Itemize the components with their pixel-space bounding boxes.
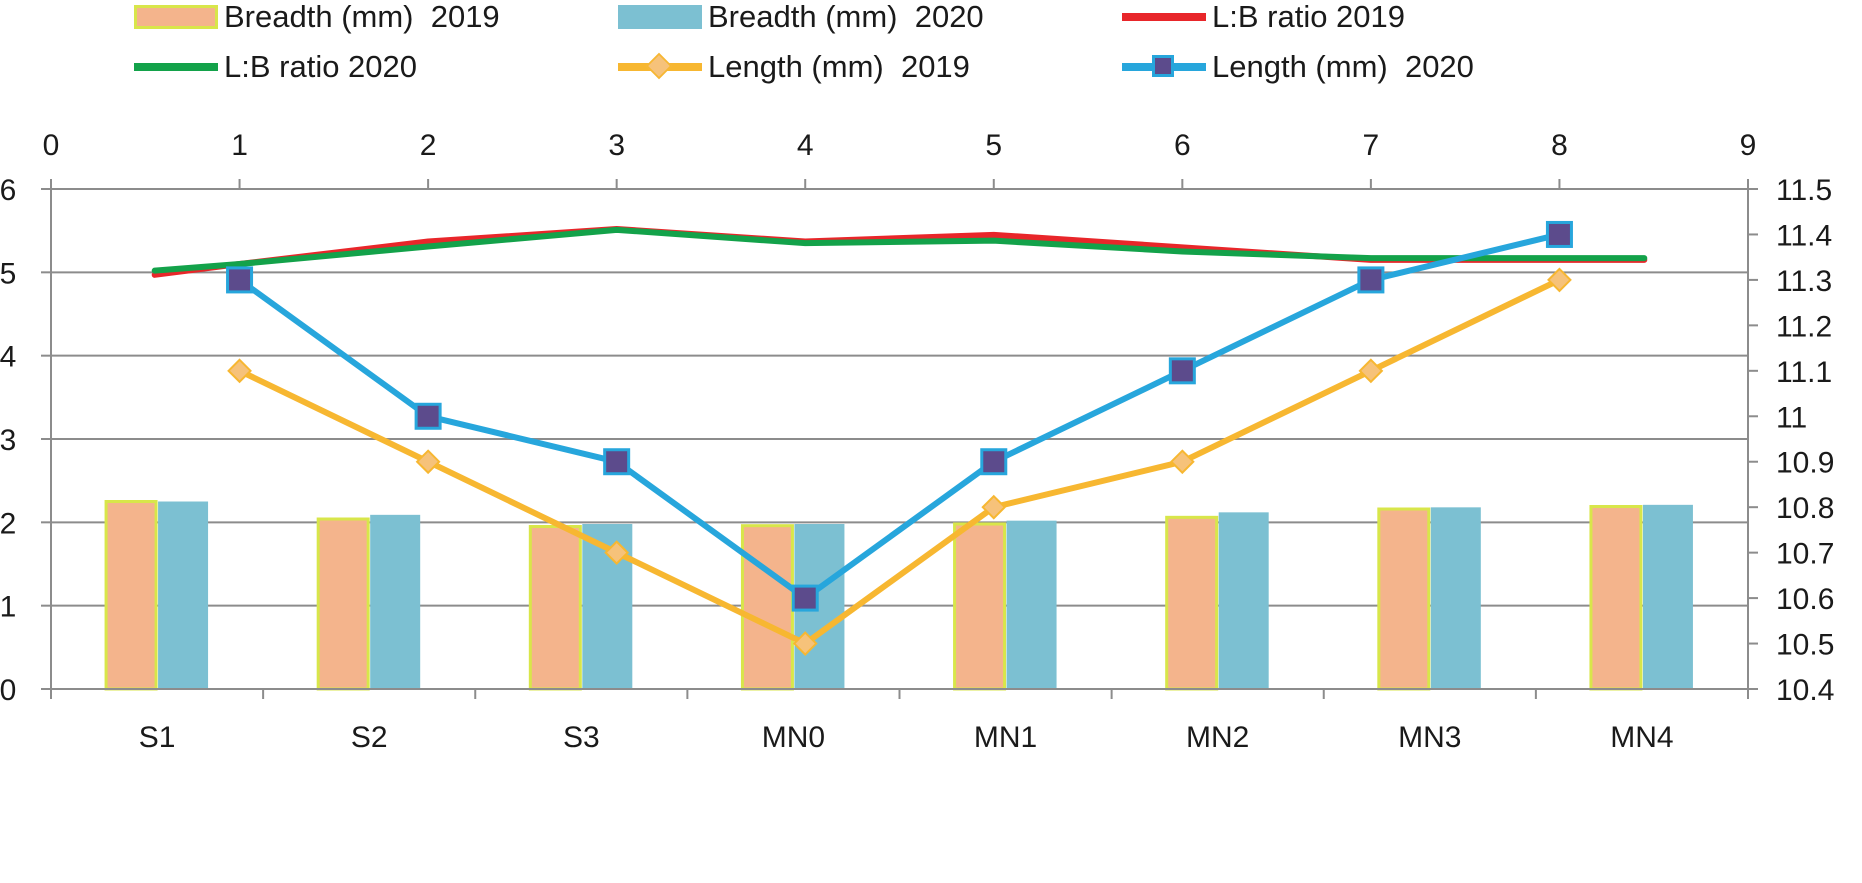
x-tick-label-top: 6 bbox=[1174, 129, 1191, 162]
bar-breadth-2019 bbox=[528, 525, 582, 691]
legend-swatch-breadth-2020 bbox=[618, 5, 702, 29]
bar-breadth-2020 bbox=[370, 514, 421, 689]
point-length-2020 bbox=[1168, 357, 1196, 385]
point-length-2020 bbox=[791, 584, 819, 612]
point-length-2019 bbox=[792, 631, 818, 656]
legend-label-length-2019: Length (mm) 2019 bbox=[708, 49, 970, 84]
y-tick-label-right: 10.9 bbox=[1776, 447, 1834, 480]
y-tick-label-left: 1 bbox=[0, 591, 16, 624]
legend-swatch-length-2020 bbox=[1122, 52, 1206, 82]
y-tick-label-right: 10.4 bbox=[1776, 674, 1834, 707]
y-tick-label-right: 10.8 bbox=[1776, 492, 1834, 525]
point-length-2019 bbox=[1169, 449, 1195, 475]
legend-item-lb-ratio-2019: L:B ratio 2019 bbox=[1122, 0, 1405, 37]
bar-breadth-2019 bbox=[104, 500, 158, 691]
y-tick-label-left: 2 bbox=[0, 507, 16, 540]
bar-breadth-2020 bbox=[1642, 504, 1693, 689]
point-length-2019 bbox=[1547, 267, 1572, 293]
x-tick-label-top: 9 bbox=[1740, 129, 1757, 162]
x-tick-label-top: 3 bbox=[608, 129, 625, 162]
x-tick-label-top: 5 bbox=[985, 129, 1002, 162]
x-tick-label-category: MN4 bbox=[1610, 721, 1673, 754]
bar-breadth-2019 bbox=[1589, 505, 1643, 691]
x-tick-label-top: 2 bbox=[420, 129, 437, 162]
y-tick-label-right: 11.3 bbox=[1776, 265, 1832, 298]
point-length-2020 bbox=[414, 402, 442, 430]
legend-item-breadth-2019: Breadth (mm) 2019 bbox=[134, 0, 500, 37]
x-tick-label-category: MN2 bbox=[1186, 721, 1249, 754]
y-tick-label-right: 10.6 bbox=[1776, 583, 1834, 616]
legend-swatch-breadth-2019 bbox=[134, 5, 218, 29]
bar-breadth-2020 bbox=[1006, 520, 1057, 689]
legend: Breadth (mm) 2019 Breadth (mm) 2020 L:B … bbox=[0, 0, 1862, 100]
legend-swatch-lb-ratio-2019 bbox=[1122, 2, 1206, 32]
point-length-2020 bbox=[226, 266, 254, 294]
bar-breadth-2019 bbox=[1165, 515, 1219, 691]
line-length-2020 bbox=[236, 231, 1563, 602]
bar-breadth-2019 bbox=[953, 522, 1007, 691]
legend-item-length-2020: Length (mm) 2020 bbox=[1122, 47, 1474, 87]
y-tick-label-right: 10.5 bbox=[1776, 629, 1834, 662]
x-tick-label-category: S3 bbox=[563, 721, 600, 754]
point-length-2019 bbox=[227, 358, 252, 384]
x-tick-label-top: 7 bbox=[1363, 129, 1380, 162]
x-tick-label-top: 4 bbox=[797, 129, 814, 162]
point-length-2019 bbox=[604, 540, 630, 566]
point-length-2019 bbox=[415, 449, 441, 475]
legend-item-length-2019: Length (mm) 2019 bbox=[618, 47, 970, 87]
legend-item-lb-ratio-2020: L:B ratio 2020 bbox=[134, 47, 417, 87]
x-tick-label-category: MN3 bbox=[1398, 721, 1461, 754]
point-length-2020 bbox=[1545, 220, 1573, 248]
legend-label-length-2020: Length (mm) 2020 bbox=[1212, 49, 1474, 84]
line-length-2019 bbox=[236, 276, 1563, 647]
bar-breadth-2019 bbox=[1377, 507, 1431, 691]
point-length-2020 bbox=[1357, 266, 1385, 294]
legend-item-breadth-2020: Breadth (mm) 2020 bbox=[618, 0, 984, 37]
point-length-2020 bbox=[603, 448, 631, 476]
y-tick-label-right: 11.4 bbox=[1776, 219, 1832, 252]
y-tick-label-left: 5 bbox=[0, 257, 16, 290]
y-tick-label-left: 6 bbox=[0, 174, 16, 207]
x-tick-label-category: S2 bbox=[351, 721, 388, 754]
point-length-2019 bbox=[981, 494, 1007, 520]
y-tick-label-right: 11.5 bbox=[1776, 174, 1832, 207]
y-tick-label-left: 3 bbox=[0, 424, 16, 457]
legend-swatch-lb-ratio-2020 bbox=[134, 52, 218, 82]
legend-label-breadth-2020: Breadth (mm) 2020 bbox=[708, 0, 984, 34]
legend-label-breadth-2019: Breadth (mm) 2019 bbox=[224, 0, 500, 34]
x-tick-label-top: 1 bbox=[231, 129, 248, 162]
legend-swatch-length-2019 bbox=[618, 52, 702, 82]
x-tick-label-category: S1 bbox=[139, 721, 176, 754]
point-length-2020 bbox=[980, 448, 1008, 476]
y-tick-label-left: 4 bbox=[0, 341, 16, 374]
y-tick-label-right: 11 bbox=[1776, 401, 1807, 434]
y-tick-label-right: 11.2 bbox=[1776, 310, 1832, 343]
legend-label-lb-ratio-2019: L:B ratio 2019 bbox=[1212, 0, 1406, 34]
bar-breadth-2020 bbox=[158, 501, 209, 689]
line-lb-ratio-2020 bbox=[151, 226, 1648, 274]
bar-breadth-2019 bbox=[316, 517, 370, 691]
bar-breadth-2019 bbox=[740, 524, 794, 691]
y-tick-label-left: 0 bbox=[0, 674, 16, 707]
y-tick-label-right: 10.7 bbox=[1776, 538, 1834, 571]
x-tick-label-category: MN1 bbox=[974, 721, 1037, 754]
y-tick-label-right: 11.1 bbox=[1776, 356, 1832, 389]
x-tick-label-top: 8 bbox=[1551, 129, 1568, 162]
square-marker-icon bbox=[1152, 55, 1174, 77]
x-tick-label-category: MN0 bbox=[762, 721, 825, 754]
point-length-2019 bbox=[1358, 358, 1384, 384]
bar-breadth-2020 bbox=[1218, 512, 1269, 689]
x-tick-label-top: 0 bbox=[43, 129, 60, 162]
bar-breadth-2020 bbox=[1430, 507, 1481, 689]
legend-label-lb-ratio-2020: L:B ratio 2020 bbox=[224, 49, 418, 84]
